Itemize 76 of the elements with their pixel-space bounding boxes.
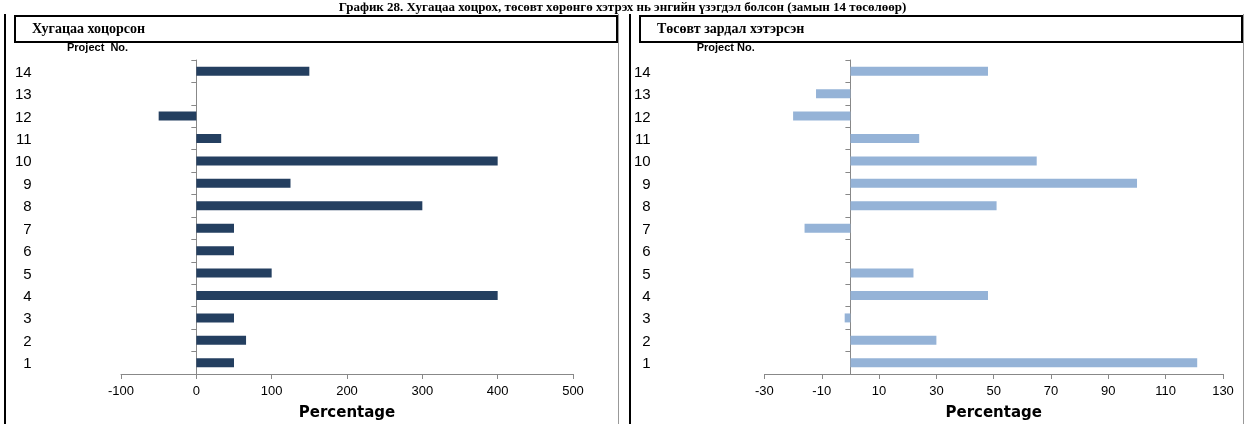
- bar: [850, 156, 1037, 166]
- y-tick-label: 12: [634, 107, 651, 125]
- y-tick-label: 6: [23, 242, 32, 260]
- y-axis-title: Project No.: [696, 40, 755, 53]
- y-tick-label: 7: [23, 219, 32, 237]
- x-tick-label: 70: [1043, 383, 1059, 398]
- bar: [196, 223, 234, 233]
- bar: [850, 66, 988, 76]
- y-tick-label: 10: [634, 152, 651, 170]
- x-tick-label: 30: [929, 383, 944, 398]
- bar: [196, 201, 423, 211]
- y-tick-label: 5: [642, 264, 651, 282]
- y-tick-label: 10: [14, 152, 32, 170]
- bar: [196, 358, 234, 368]
- bar: [850, 268, 914, 278]
- x-tick-label: 300: [411, 383, 434, 398]
- y-tick-label: 8: [23, 197, 32, 215]
- y-tick-label: 4: [23, 287, 32, 304]
- y-tick-label: 2: [642, 331, 651, 349]
- y-tick-label: 11: [635, 130, 651, 147]
- y-tick-label: 9: [642, 174, 651, 192]
- x-tick-label: 500: [562, 383, 584, 398]
- text: График 28. Хугацаа хоцрох, төсөвт хөрөнгө хэтрэх нь энгийн үзэгдэл болсон (замын 14 төсөлөөр): [337, 0, 908, 14]
- y-tick-label: 3: [642, 309, 651, 327]
- bar: [804, 223, 851, 233]
- bar: [816, 89, 851, 99]
- y-tick-label: 1: [642, 354, 651, 372]
- bar: [196, 178, 291, 188]
- bar: [196, 156, 498, 166]
- bar: [850, 335, 937, 345]
- bar: [850, 358, 1198, 368]
- x-axis-title: Percentage: [945, 402, 1042, 421]
- x-tick-label: -10: [812, 383, 832, 398]
- chart-title: Хугацаа хоцорсон: [32, 21, 146, 36]
- bar: [850, 134, 920, 143]
- y-axis-title: Project No.: [67, 40, 129, 53]
- bar: [196, 268, 272, 278]
- y-tick-label: 13: [14, 85, 32, 103]
- x-tick-label: -100: [107, 383, 135, 398]
- x-tick-label: -30: [755, 383, 774, 398]
- bar: [196, 246, 234, 256]
- y-tick-label: 6: [642, 242, 651, 260]
- y-tick-label: 4: [642, 287, 651, 304]
- bar: [850, 178, 1138, 188]
- y-tick-label: 11: [16, 130, 32, 147]
- y-tick-label: 8: [642, 197, 651, 215]
- x-tick-label: 90: [1101, 383, 1116, 398]
- x-tick-label: 100: [260, 383, 283, 398]
- bar: [196, 134, 222, 143]
- bar: [158, 111, 197, 121]
- y-tick-label: 12: [14, 107, 32, 125]
- chart-title: Төсөвт зардал хэтэрсэн: [657, 21, 805, 36]
- x-tick-label: 110: [1155, 383, 1177, 398]
- y-tick-label: 1: [23, 354, 32, 372]
- bar: [850, 201, 997, 211]
- x-tick-label: 0: [192, 383, 200, 398]
- x-tick-label: 130: [1212, 383, 1234, 398]
- y-tick-label: 3: [23, 309, 32, 327]
- bar: [793, 111, 851, 121]
- x-tick-label: 50: [986, 383, 1001, 398]
- y-tick-label: 14: [14, 62, 32, 80]
- y-tick-label: 2: [23, 331, 32, 349]
- x-tick-label: 10: [871, 383, 887, 398]
- bar: [196, 66, 310, 76]
- bar: [196, 313, 234, 323]
- x-tick-label: 200: [336, 383, 358, 398]
- x-axis-title: Percentage: [298, 402, 396, 421]
- y-tick-label: 13: [634, 85, 651, 103]
- y-tick-label: 7: [642, 219, 651, 237]
- y-tick-label: 5: [23, 264, 32, 282]
- y-tick-label: 9: [23, 174, 32, 192]
- bar: [196, 335, 247, 345]
- bar: [196, 291, 498, 300]
- bar: [850, 291, 988, 300]
- x-tick-label: 400: [486, 383, 509, 398]
- y-tick-label: 14: [634, 62, 651, 80]
